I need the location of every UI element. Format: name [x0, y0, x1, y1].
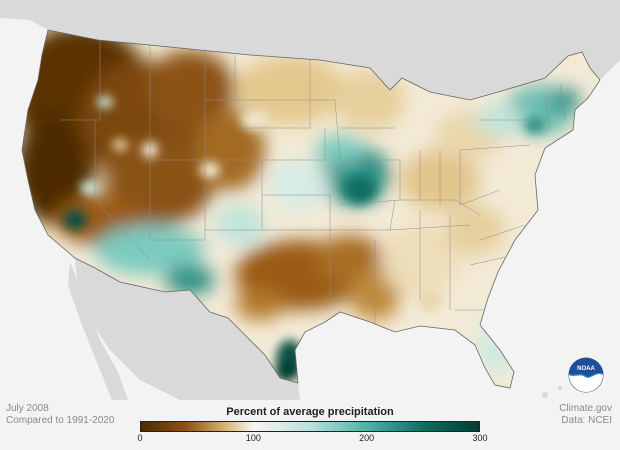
- mexico-landmass: [75, 258, 300, 400]
- credit-text: Climate.gov: [559, 403, 612, 414]
- state-borders: [60, 40, 566, 330]
- map-credits: Climate.gov Data: NCEI: [559, 403, 612, 427]
- legend-color-bar: [140, 421, 480, 432]
- map-date: July 2008: [6, 403, 49, 414]
- legend-ticks: 0 100 200 300: [137, 432, 487, 446]
- us-outline: [21, 29, 601, 389]
- noaa-logo-text: NOAA: [577, 366, 595, 372]
- map-baseline: Compared to 1991-2020: [6, 415, 115, 426]
- surrounding-land: [0, 0, 620, 400]
- legend-tick-label: 100: [245, 433, 261, 443]
- noaa-logo: NOAA: [568, 357, 604, 393]
- source-text: Data: NCEI: [561, 415, 612, 426]
- legend: Percent of average precipitation 0 100 200…: [137, 406, 487, 446]
- legend-tick-label: 200: [359, 433, 375, 443]
- legend-title: Percent of average precipitation: [226, 406, 394, 418]
- map-caption: July 2008 Compared to 1991-2020: [6, 403, 114, 427]
- canada-landmass: [0, 0, 620, 100]
- baja-peninsula: [68, 262, 128, 400]
- legend-tick-label: 0: [137, 433, 143, 443]
- bahamas-island: [558, 386, 562, 390]
- legend-tick-label: 300: [472, 433, 488, 443]
- bahamas-island: [542, 392, 548, 398]
